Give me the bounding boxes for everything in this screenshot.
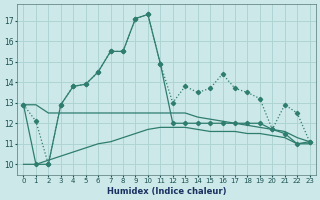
X-axis label: Humidex (Indice chaleur): Humidex (Indice chaleur)	[107, 187, 226, 196]
